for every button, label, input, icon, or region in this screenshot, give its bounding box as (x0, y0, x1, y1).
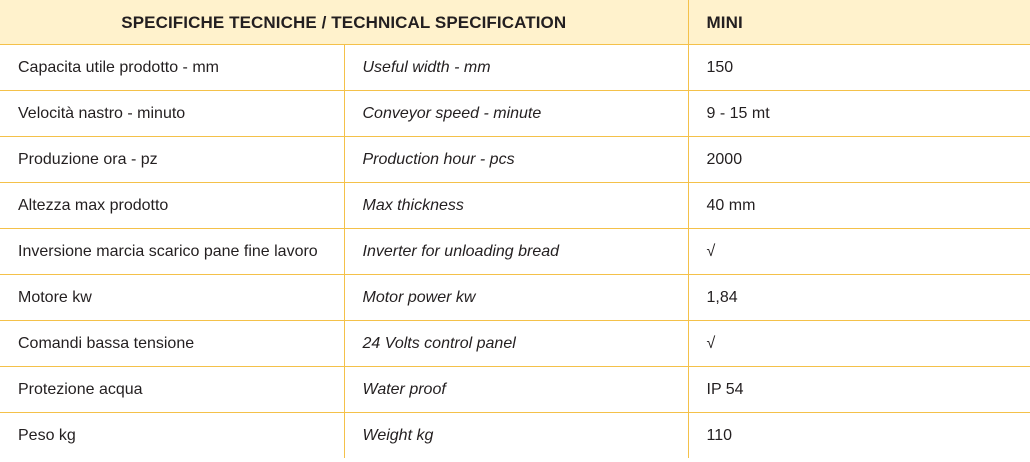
table-body: Capacita utile prodotto - mm Useful widt… (0, 44, 1030, 458)
english-label: Useful width - mm (343, 44, 689, 91)
table-row: Comandi bassa tensione 24 Volts control … (0, 320, 1030, 367)
italian-label: Capacita utile prodotto - mm (0, 44, 345, 91)
spec-value: 40 mm (687, 182, 1030, 229)
table-row: Produzione ora - pz Production hour - pc… (0, 136, 1030, 183)
spec-value: 1,84 (687, 274, 1030, 321)
english-label: Max thickness (343, 182, 689, 229)
table-row: Protezione acqua Water proof IP 54 (0, 366, 1030, 413)
english-label: Inverter for unloading bread (343, 228, 689, 275)
english-label: Production hour - pcs (343, 136, 689, 183)
english-label: Water proof (343, 366, 689, 413)
spec-value: 9 - 15 mt (687, 90, 1030, 137)
table-row: Altezza max prodotto Max thickness 40 mm (0, 182, 1030, 229)
italian-label: Protezione acqua (0, 366, 345, 413)
table-row: Peso kg Weight kg 110 (0, 412, 1030, 458)
english-label: Motor power kw (343, 274, 689, 321)
italian-label: Altezza max prodotto (0, 182, 345, 229)
spec-value: IP 54 (687, 366, 1030, 413)
table-header: SPECIFICHE TECNICHE / TECHNICAL SPECIFIC… (0, 0, 1030, 45)
header-row: SPECIFICHE TECNICHE / TECHNICAL SPECIFIC… (0, 0, 1030, 45)
table-row: Inversione marcia scarico pane fine lavo… (0, 228, 1030, 275)
model-name: MINI (687, 0, 1030, 45)
english-label: 24 Volts control panel (343, 320, 689, 367)
specification-title: SPECIFICHE TECNICHE / TECHNICAL SPECIFIC… (0, 0, 689, 45)
table-row: Velocità nastro - minuto Conveyor speed … (0, 90, 1030, 137)
table-row: Capacita utile prodotto - mm Useful widt… (0, 44, 1030, 91)
table-row: Motore kw Motor power kw 1,84 (0, 274, 1030, 321)
italian-label: Peso kg (0, 412, 345, 458)
italian-label: Velocità nastro - minuto (0, 90, 345, 137)
italian-label: Comandi bassa tensione (0, 320, 345, 367)
english-label: Weight kg (343, 412, 689, 458)
italian-label: Inversione marcia scarico pane fine lavo… (0, 228, 345, 275)
spec-value: 2000 (687, 136, 1030, 183)
spec-value: 150 (687, 44, 1030, 91)
checkmark-value: √ (687, 228, 1030, 275)
spec-value: 110 (687, 412, 1030, 458)
checkmark-value: √ (687, 320, 1030, 367)
italian-label: Produzione ora - pz (0, 136, 345, 183)
italian-label: Motore kw (0, 274, 345, 321)
english-label: Conveyor speed - minute (343, 90, 689, 137)
